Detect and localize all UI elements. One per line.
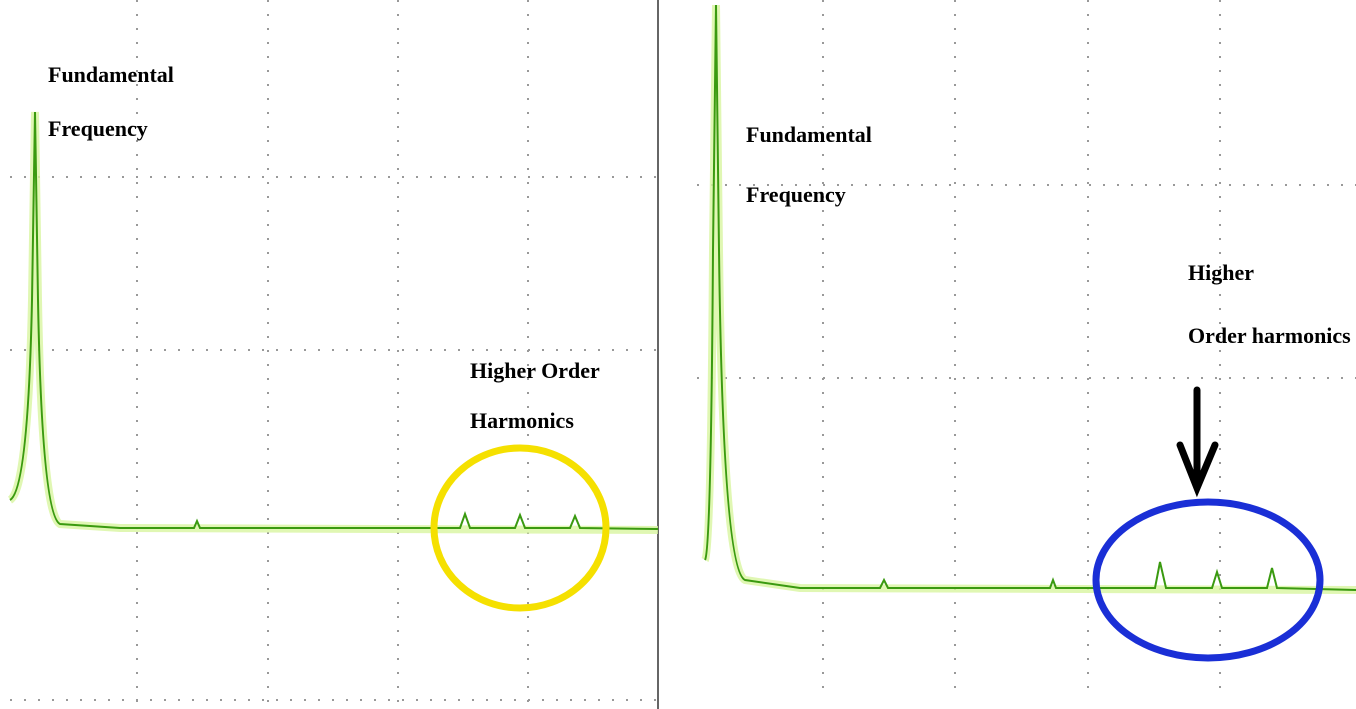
left-panel: Fundamental Frequency Higher Order Harmo… [10, 0, 658, 709]
trace [705, 5, 1356, 590]
right-panel: Fundamental Frequency Higher Order harmo… [697, 0, 1356, 690]
arrow [1180, 390, 1215, 488]
fundamental-label: Frequency [48, 116, 148, 141]
figure: Fundamental Frequency Higher Order Harmo… [0, 0, 1356, 709]
fundamental-label: Frequency [746, 182, 846, 207]
page: Fundamental Frequency Higher Order Harmo… [0, 0, 1356, 709]
trace-glow [705, 5, 1356, 590]
trace-glow [10, 112, 658, 530]
harmonics-label: Higher [1188, 260, 1254, 285]
fundamental-label: Fundamental [48, 62, 174, 87]
highlight-ellipse [1096, 502, 1320, 658]
trace [10, 112, 658, 529]
harmonics-label: Higher Order [470, 358, 600, 383]
fundamental-label: Fundamental [746, 122, 872, 147]
harmonics-label: Harmonics [470, 408, 574, 433]
harmonics-label: Order harmonics [1188, 323, 1351, 348]
